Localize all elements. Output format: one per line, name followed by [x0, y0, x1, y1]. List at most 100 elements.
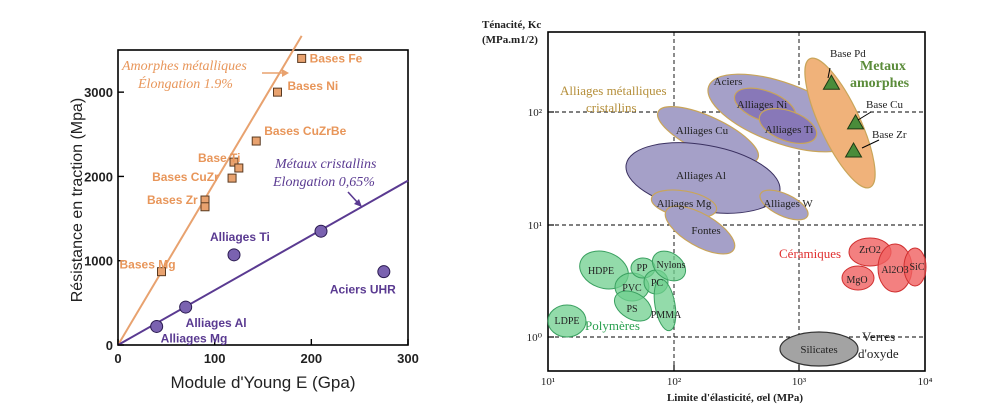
- y-tick-label: 10⁰: [527, 332, 543, 344]
- label-base-pd: Base Pd: [830, 48, 866, 60]
- label-silicates: Silicates: [800, 344, 837, 356]
- callout-lines: [827, 67, 880, 149]
- group-label-amorphous: amorphes: [850, 76, 910, 91]
- group-label-crystalline: cristallins: [586, 100, 637, 115]
- bubble-nylons: [651, 250, 687, 282]
- group-label-polymeres: Polymères: [585, 318, 640, 333]
- label-pmma: PMMA: [651, 310, 682, 321]
- amorphous-point-label: Bases Ni: [288, 79, 339, 93]
- label-zro2: ZrO2: [859, 245, 881, 256]
- amorphous-point-label: Bases Zr: [147, 193, 198, 207]
- amorphous-triangle-marker: [844, 142, 863, 158]
- label-ps: PS: [626, 304, 637, 315]
- crystalline-annotation-line-2: Elongation 0,65%: [272, 175, 375, 190]
- y-axis-label: (MPa.m1/2): [482, 34, 538, 46]
- bubble-alliages-w: [759, 189, 809, 221]
- group-label-amorphous: Metaux: [860, 59, 906, 74]
- label-nylons: Nylons: [657, 260, 686, 271]
- x-tick-label: 200: [300, 351, 322, 366]
- label-base-zr: Base Zr: [872, 129, 907, 141]
- x-tick-label: 100: [204, 351, 226, 366]
- ceramic-bubbles: [841, 237, 927, 293]
- crystalline-point: [227, 248, 241, 262]
- y-tick-label: 2000: [84, 169, 113, 184]
- crystalline-point: [314, 224, 328, 238]
- amorphous-point-label: Bases Mg: [120, 258, 176, 272]
- y-axis-label: Ténacité, Kc: [482, 19, 541, 31]
- label-mgo: MgO: [846, 275, 867, 286]
- crystalline-point-label: Alliages Al: [186, 316, 247, 330]
- crystalline-point-label: Aciers UHR: [330, 283, 396, 297]
- amorphous-point: [273, 87, 282, 97]
- label-alliages-ni: Alliages Ni: [737, 99, 787, 111]
- bubble-alliages-ti: [758, 107, 818, 145]
- bubble-pmma: [653, 278, 677, 332]
- label-alliages-ti: Alliages Ti: [765, 124, 814, 136]
- amorphous-triangle-marker: [846, 113, 865, 130]
- crystalline-annotation: Métaux cristallins Elongation 0,65%: [272, 157, 377, 190]
- y-tick-label: 3000: [84, 85, 113, 100]
- amorphous-annotation: Amorphes métalliques Élongation 1.9%: [121, 59, 247, 92]
- group-label-verres: Verres: [862, 329, 895, 344]
- y-tick-label: 10²: [528, 107, 543, 119]
- label-ldpe: LDPE: [555, 316, 580, 327]
- amorphous-point: [227, 173, 237, 183]
- amorphous-point: [234, 163, 244, 173]
- x-axis-label: Module d'Young E (Gpa): [170, 373, 355, 392]
- amorphous-trend-line: [117, 35, 303, 346]
- x-tick-label: 10¹: [541, 376, 555, 388]
- label-fontes: Fontes: [691, 225, 720, 237]
- label-pc: PC: [651, 278, 664, 289]
- x-axis-label: Limite d'élasticité, σel (MPa): [667, 392, 803, 404]
- bubble-silicates: [779, 331, 859, 367]
- amorphous-point-label: Bases CuZr: [152, 170, 219, 184]
- bubble-sic: [903, 247, 927, 287]
- x-tick-label: 0: [114, 351, 121, 366]
- group-label-ceramiques: Céramiques: [779, 246, 841, 261]
- x-tick-label: 10²: [667, 376, 682, 388]
- label-pvc: PVC: [622, 283, 642, 294]
- amorphous-point: [297, 53, 307, 63]
- label-alliages-mg: Alliages Mg: [657, 198, 712, 210]
- amorphous-point-label: Base Ti: [198, 151, 240, 165]
- amorphous-point: [251, 136, 261, 146]
- group-label-crystalline: Alliages métalliques: [560, 83, 667, 98]
- amorphous-point: [157, 267, 166, 277]
- amorphous-point: [229, 157, 239, 167]
- bubble-ldpe: [547, 304, 587, 338]
- crystalline-annotation-arrow: [347, 191, 362, 207]
- x-tick-label: 10⁴: [918, 376, 933, 388]
- axis-ticks: [548, 111, 800, 371]
- plot-frame: [117, 49, 409, 346]
- amorphous-alloy-markers: [822, 74, 865, 158]
- data-marks: Bases Fe Bases Ni Bases CuZrBe Base Ti Bases…: [120, 51, 397, 345]
- plot-frame: [547, 31, 926, 372]
- amorphous-annotation-line-1: Amorphes métalliques: [121, 59, 247, 74]
- amorphous-point: [200, 202, 210, 212]
- label-al2o3: Al2O3: [881, 265, 908, 276]
- x-tick-label: 300: [397, 351, 419, 366]
- amorphous-point-label: Bases CuZrBe: [264, 124, 346, 138]
- y-axis-label: Résistance en traction (Mpa): [69, 98, 86, 303]
- amorphous-triangle-marker: [822, 74, 841, 90]
- crystalline-point-label: Alliages Ti: [210, 230, 270, 244]
- amorphous-annotation-arrow: [262, 69, 289, 77]
- amorphous-point-label: Bases Fe: [310, 51, 363, 65]
- label-sic: SiC: [909, 262, 924, 273]
- crystalline-point-label: Alliages Mg: [161, 331, 228, 345]
- crystalline-annotation-line-1: Métaux cristallins: [274, 157, 377, 172]
- bubble-ps: [614, 290, 652, 322]
- label-base-cu: Base Cu: [866, 99, 903, 111]
- x-tick-label: 10³: [792, 376, 807, 388]
- y-tick-label: 0: [106, 338, 113, 353]
- polymer-bubbles: [547, 250, 687, 338]
- amorphous-annotation-line-2: Élongation 1.9%: [137, 75, 233, 92]
- label-alliages-cu: Alliages Cu: [676, 125, 729, 137]
- crystalline-alloy-bubbles: [625, 73, 857, 255]
- label-pp: PP: [636, 263, 648, 274]
- label-alliages-w: Alliages W: [763, 198, 813, 210]
- label-aciers: Aciers: [714, 76, 743, 88]
- group-label-verres: d'oxyde: [858, 346, 899, 361]
